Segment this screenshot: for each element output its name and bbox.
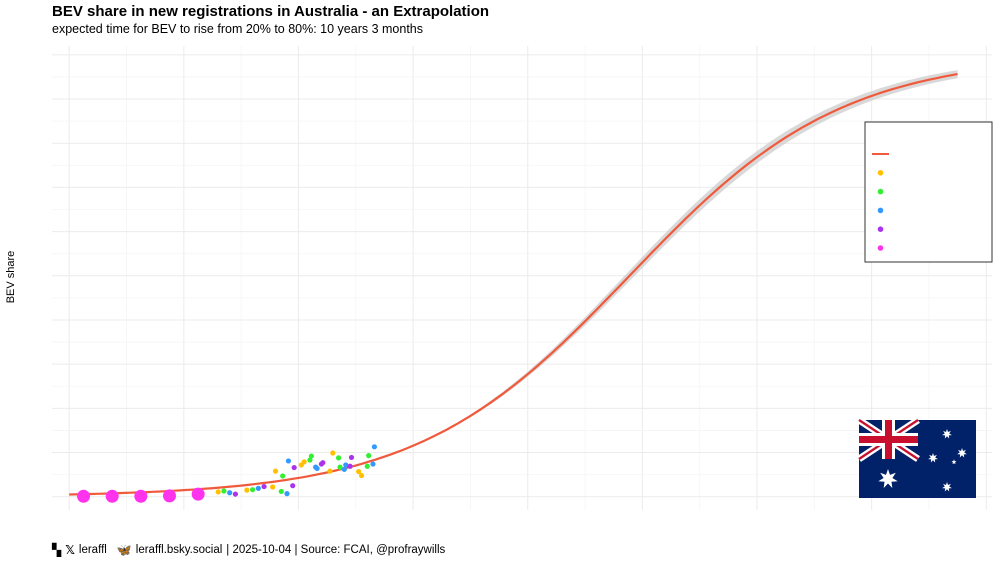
data-point-q2 — [335, 455, 342, 461]
flag-cross-red — [859, 436, 918, 443]
grid — [52, 46, 992, 510]
data-point-q2 — [308, 453, 314, 459]
legend-box — [864, 121, 993, 263]
data-point-q1 — [244, 487, 250, 493]
fit-line-new-registrations — [69, 73, 958, 496]
data-point-q4 — [290, 483, 296, 489]
data-point-q2 — [337, 464, 343, 470]
flag-star — [928, 453, 938, 463]
data-point-q1 — [270, 484, 276, 490]
legend — [864, 121, 993, 263]
data-point-yearly — [163, 489, 176, 503]
data-point-q4 — [348, 454, 355, 461]
data-point-q3 — [255, 485, 261, 491]
chart-title: BEV share in new registrations in Austra… — [52, 3, 490, 20]
australian-flag — [857, 417, 976, 498]
data-point-q3 — [285, 458, 292, 464]
legend-key-dot — [877, 207, 884, 214]
bluesky-butterfly-icon: 🦋 — [116, 543, 132, 557]
data-point-q3 — [371, 444, 378, 450]
data-point-q1 — [356, 468, 362, 475]
data-point-q4 — [347, 463, 353, 469]
data-point-q3 — [227, 490, 233, 496]
footer-handle-bluesky: leraffl.bsky.social — [135, 544, 223, 556]
data-point-q4 — [320, 460, 326, 466]
confidence-band — [69, 70, 958, 495]
footer-handle: leraffl — [78, 544, 107, 556]
data-point-q4 — [291, 464, 297, 471]
legend-key-dot — [877, 245, 884, 251]
data-point-q4 — [232, 491, 239, 497]
points-layer — [77, 444, 378, 503]
data-point-q1 — [330, 450, 336, 456]
data-point-q2 — [307, 457, 313, 463]
footer: ▚ 𝕏 leraffl 🦋 leraffl.bsky.social | 2025… — [52, 544, 445, 556]
data-point-q1 — [301, 459, 307, 465]
data-point-q2 — [364, 463, 370, 469]
fit-line-layer — [69, 73, 958, 496]
legend-key-dot — [877, 188, 884, 195]
data-point-q3 — [343, 462, 349, 468]
flag-star — [951, 459, 957, 465]
legend-key-dot — [877, 226, 884, 232]
data-point-yearly — [191, 487, 205, 501]
data-point-q2 — [366, 453, 372, 459]
flag-star — [878, 469, 898, 488]
data-point-q3 — [370, 461, 376, 467]
data-point-q1 — [327, 468, 333, 474]
chart-subtitle: expected time for BEV to rise from 20% t… — [52, 22, 424, 36]
y-axis-label: BEV share — [5, 251, 17, 304]
data-point-q3 — [341, 466, 347, 472]
data-point-q2 — [278, 488, 284, 495]
data-point-yearly — [77, 489, 91, 503]
data-point-q4 — [261, 483, 267, 490]
x-logo-icon: 𝕏 — [65, 543, 75, 557]
data-point-q1 — [215, 489, 221, 495]
data-point-q3 — [314, 465, 320, 472]
flag-star — [942, 429, 952, 439]
data-point-q3 — [284, 491, 290, 497]
data-point-q1 — [272, 468, 279, 474]
data-point-q2 — [221, 488, 227, 494]
data-point-q2 — [280, 473, 286, 479]
flag-star — [957, 448, 967, 458]
legend-key-dot — [877, 170, 884, 176]
data-point-yearly — [105, 489, 119, 503]
data-point-yearly — [134, 489, 148, 503]
data-point-q2 — [250, 487, 256, 493]
footer-info: | 2025-10-04 | Source: FCAI, @profraywil… — [226, 544, 446, 556]
data-point-q1 — [358, 472, 365, 479]
flag-star — [942, 482, 952, 492]
confidence-band-layer — [69, 70, 958, 495]
mastodon-icon: ▚ — [52, 543, 62, 557]
